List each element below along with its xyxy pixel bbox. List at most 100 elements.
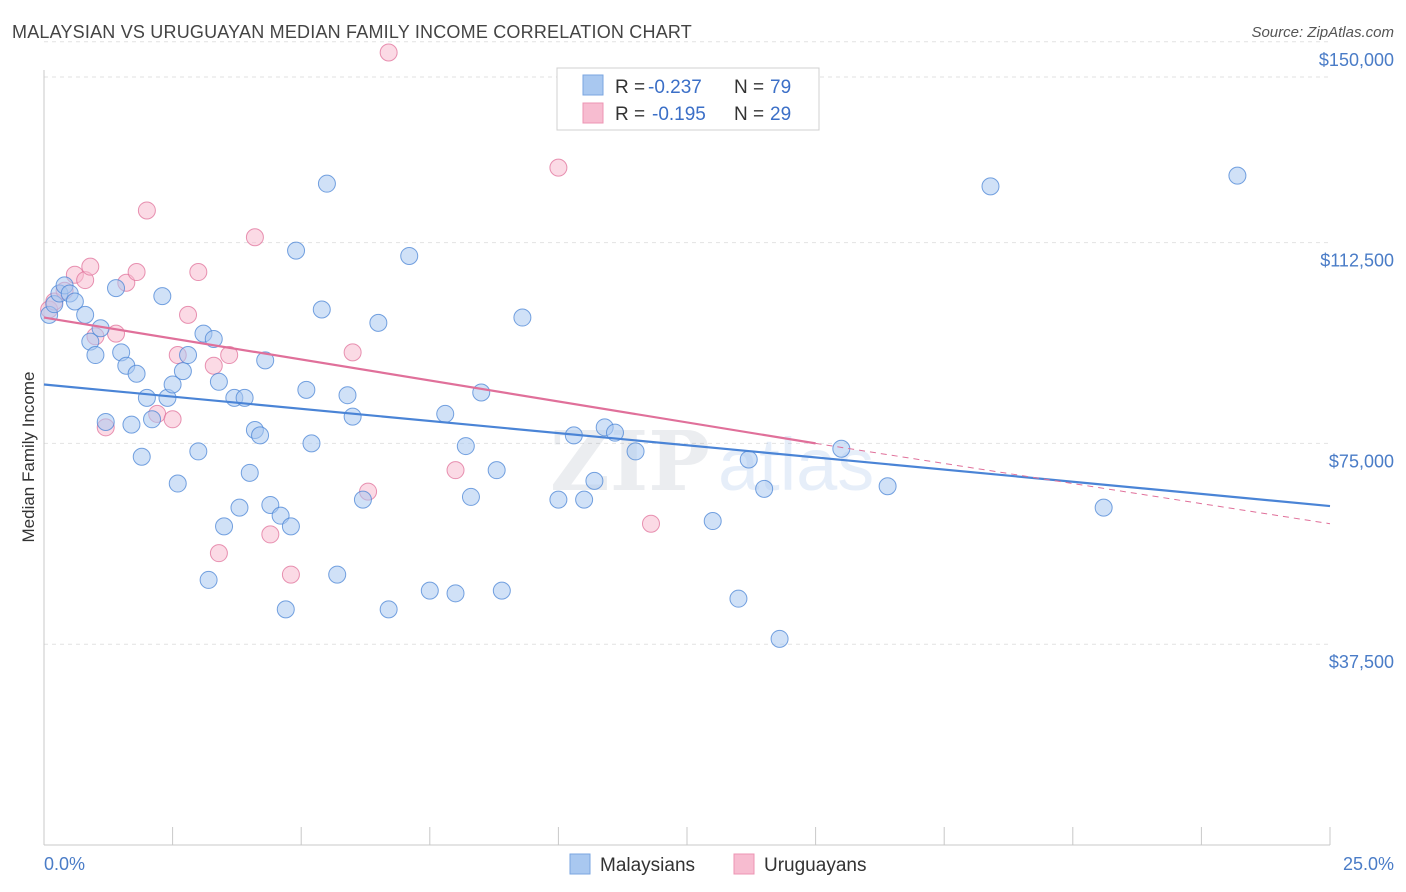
malaysians-point bbox=[1228, 166, 1247, 185]
malaysians-point bbox=[189, 442, 208, 461]
malaysians-point bbox=[251, 426, 270, 445]
malaysians-point bbox=[436, 404, 455, 423]
x-axis-ticks bbox=[43, 827, 1331, 845]
trend-lines bbox=[43, 316, 1331, 525]
malaysians-point bbox=[770, 629, 789, 648]
uruguayans-trend-line bbox=[43, 316, 816, 445]
malaysians-point bbox=[832, 439, 851, 458]
malaysians-point bbox=[143, 410, 162, 429]
malaysians-point bbox=[287, 241, 306, 260]
uruguayans-point bbox=[343, 343, 362, 362]
y-tick-label: $112,500 bbox=[1320, 251, 1394, 271]
y-tick-label: $37,500 bbox=[1329, 652, 1394, 672]
legend-n-label-1: N = bbox=[734, 77, 764, 98]
uruguayans-point bbox=[549, 158, 568, 177]
malaysians-point bbox=[605, 423, 624, 442]
malaysians-point bbox=[297, 380, 316, 399]
malaysians-point bbox=[199, 570, 218, 589]
malaysians-point bbox=[492, 581, 511, 600]
malaysians-point bbox=[703, 512, 722, 531]
uruguayans-point bbox=[81, 257, 100, 276]
malaysians-point bbox=[456, 437, 475, 456]
malaysians-point bbox=[215, 517, 234, 536]
uruguayans-point bbox=[127, 263, 146, 282]
chart-title: MALAYSIAN VS URUGUAYAN MEDIAN FAMILY INC… bbox=[12, 22, 692, 42]
series-legend: Malaysians Uruguayans bbox=[569, 853, 866, 876]
malaysians-point bbox=[122, 415, 141, 434]
uruguayans-point bbox=[179, 305, 198, 324]
uruguayans-point bbox=[379, 43, 398, 62]
y-tick-label: $150,000 bbox=[1319, 50, 1394, 70]
y-tick-labels: $37,500 $75,000 $112,500 $150,000 bbox=[1319, 50, 1394, 672]
malaysians-point bbox=[163, 375, 182, 394]
uruguayans-point bbox=[163, 410, 182, 429]
grid-lines bbox=[44, 41, 1330, 645]
malaysians-point bbox=[168, 474, 187, 493]
malaysians-point bbox=[312, 300, 331, 319]
malaysians-point bbox=[76, 305, 95, 324]
legend-r-value-2: -0.195 bbox=[652, 104, 706, 125]
uruguayans-point bbox=[245, 228, 264, 247]
malaysians-point bbox=[446, 584, 465, 603]
malaysians-point bbox=[353, 490, 372, 509]
malaysians-point bbox=[107, 279, 126, 298]
malaysians-point bbox=[626, 442, 645, 461]
bottom-legend-label-uruguayans: Uruguayans bbox=[764, 855, 866, 876]
malaysians-point bbox=[179, 346, 198, 365]
malaysians-point bbox=[585, 471, 604, 490]
malaysians-point bbox=[513, 308, 532, 327]
source-credit: Source: ZipAtlas.com bbox=[1251, 24, 1394, 41]
malaysians-point bbox=[487, 461, 506, 480]
malaysians-point bbox=[575, 490, 594, 509]
malaysians-point bbox=[549, 490, 568, 509]
malaysians-point bbox=[276, 600, 295, 619]
malaysians-point bbox=[153, 287, 172, 306]
malaysians-point bbox=[86, 346, 105, 365]
malaysians-point bbox=[461, 487, 480, 506]
legend-r-label-2: R = bbox=[615, 104, 645, 125]
uruguayans-point bbox=[137, 201, 156, 220]
malaysians-point bbox=[209, 372, 228, 391]
malaysians-point bbox=[256, 351, 275, 370]
malaysians-point bbox=[755, 479, 774, 498]
malaysians-point bbox=[137, 388, 156, 407]
malaysians-point bbox=[729, 589, 748, 608]
uruguayans-point bbox=[209, 544, 228, 563]
malaysians-point bbox=[230, 498, 249, 517]
malaysian-points bbox=[40, 166, 1247, 648]
malaysians-point bbox=[343, 407, 362, 426]
malaysians-point bbox=[739, 450, 758, 469]
bottom-legend-label-malaysians: Malaysians bbox=[600, 855, 695, 876]
malaysians-point bbox=[420, 581, 439, 600]
bottom-legend-swatch-uruguayans bbox=[733, 853, 755, 875]
malaysians-point bbox=[878, 477, 897, 496]
malaysians-point bbox=[317, 174, 336, 193]
malaysians-point bbox=[338, 386, 357, 405]
x-tick-label-max: 25.0% bbox=[1343, 854, 1394, 874]
y-tick-label: $75,000 bbox=[1329, 451, 1394, 471]
legend-n-label-2: N = bbox=[734, 104, 764, 125]
malaysians-point bbox=[302, 434, 321, 453]
uruguayans-point bbox=[281, 565, 300, 584]
malaysians-point bbox=[96, 412, 115, 431]
legend-n-value-2: 29 bbox=[770, 104, 791, 125]
malaysians-point bbox=[369, 313, 388, 332]
legend-swatch-uruguayans bbox=[582, 102, 604, 124]
legend-r-label-1: R = bbox=[615, 77, 645, 98]
malaysians-point bbox=[328, 565, 347, 584]
malaysians-point bbox=[981, 177, 1000, 196]
malaysians-point bbox=[472, 383, 491, 402]
malaysians-point bbox=[281, 517, 300, 536]
uruguayans-point bbox=[204, 356, 223, 375]
uruguayans-point bbox=[641, 514, 660, 533]
malaysians-trend-line bbox=[43, 383, 1331, 508]
legend-n-value-1: 79 bbox=[770, 77, 791, 98]
uruguayans-point bbox=[189, 263, 208, 282]
malaysians-point bbox=[240, 463, 259, 482]
malaysians-point bbox=[127, 364, 146, 383]
malaysians-point bbox=[379, 600, 398, 619]
stats-legend: R = -0.237 N = 79 R = -0.195 N = 29 bbox=[556, 67, 820, 131]
bottom-legend-swatch-malaysians bbox=[569, 853, 591, 875]
x-tick-label-min: 0.0% bbox=[44, 854, 85, 874]
